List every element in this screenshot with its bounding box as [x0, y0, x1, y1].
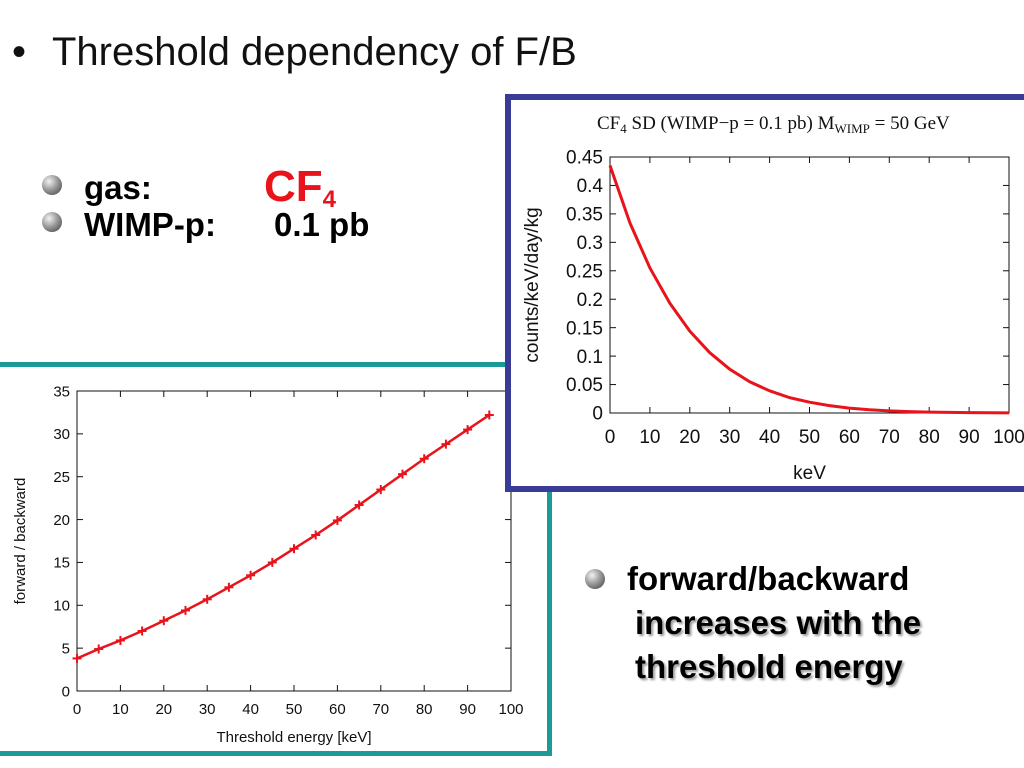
data-point [224, 582, 234, 592]
data-point [159, 616, 169, 626]
data-point [246, 570, 256, 580]
x-tick-label: 50 [286, 701, 303, 718]
x-tick-label: 0 [605, 427, 616, 448]
x-tick-label: 100 [993, 427, 1024, 448]
x-tick-label: 20 [155, 701, 172, 718]
y-axis-label: forward / backward [12, 478, 29, 605]
x-tick-label: 80 [919, 427, 940, 448]
y-tick-label: 0.45 [566, 148, 603, 169]
wimp-value: 0.1 pb [274, 206, 370, 243]
plot-frame [76, 390, 512, 692]
gas-label: gas: [84, 169, 152, 206]
data-point [267, 557, 277, 567]
y-tick-label: 0.3 [577, 233, 603, 254]
title-subscript: 4 [620, 121, 627, 136]
data-point [72, 653, 82, 663]
data-point [332, 515, 342, 525]
rate-chart-panel: 0 10 20 30 40 50 60 70 80 90 100 0 0.05 0.1 0.15 0.2 0.2… [505, 94, 1024, 492]
data-point [419, 454, 429, 464]
data-point [137, 626, 147, 636]
data-point [202, 594, 212, 604]
x-tick-label: 30 [199, 701, 216, 718]
x-tick-label: 70 [372, 701, 389, 718]
plot-frame [609, 156, 1010, 414]
y-tick-label: 0.35 [566, 205, 603, 226]
finding-note: forward/backward increases with the thre… [585, 557, 921, 689]
data-point [441, 439, 451, 449]
data-point [181, 605, 190, 615]
x-tick-label: 40 [759, 427, 780, 448]
data-point [398, 469, 407, 479]
data-point [94, 644, 104, 654]
gas-formula-base: CF [264, 162, 323, 211]
title-part: = 50 GeV [870, 113, 950, 134]
fb-chart-panel: 0 10 20 30 40 50 60 70 80 90 100 0 5 10 15 20 25 30 35 Thre… [0, 362, 552, 756]
x-tick-label: 90 [459, 701, 476, 718]
y-tick-label: 0 [592, 404, 603, 425]
x-tick-label: 70 [879, 427, 900, 448]
bullet-sphere-icon [42, 175, 62, 195]
y-tick-label: 0.1 [577, 347, 603, 368]
finding-line-1: forward/backward [585, 557, 921, 601]
x-tick-label: 60 [329, 701, 346, 718]
title-text: Threshold dependency of F/B [52, 30, 577, 74]
title-bullet: • [12, 30, 27, 74]
y-tick-label: 15 [53, 555, 70, 572]
y-tick-label: 35 [53, 383, 70, 400]
gas-formula: CF4 [264, 162, 336, 214]
y-tick-label: 10 [53, 598, 70, 615]
rate-vs-energy-chart: 0 10 20 30 40 50 60 70 80 90 100 0 0.05 0.1 0.15 0.2 0.2… [522, 113, 1024, 484]
y-tick-label: 0.05 [566, 375, 603, 396]
finding-line-2: increases with the [635, 604, 922, 641]
x-axis-label: keV [793, 463, 826, 484]
data-point [484, 410, 494, 420]
x-tick-label: 10 [639, 427, 660, 448]
x-tick-label: 20 [679, 427, 700, 448]
data-point [115, 635, 125, 645]
wimp-row: WIMP-p: 0.1 pb [42, 206, 369, 252]
y-tick-label: 30 [53, 426, 70, 443]
x-tick-label: 80 [416, 701, 433, 718]
x-tick-label: 40 [242, 701, 259, 718]
data-point [354, 500, 364, 510]
data-point [376, 485, 386, 495]
gas-formula-subscript: 4 [322, 186, 337, 213]
y-tick-label: 0 [62, 683, 70, 700]
y-tick-label: 0.25 [566, 261, 603, 282]
x-tick-label: 50 [799, 427, 820, 448]
series-line [76, 413, 490, 660]
series-line [608, 165, 1010, 415]
chart-title: CF4 SD (WIMP−p = 0.1 pb) MWIMP = 50 GeV [597, 113, 950, 136]
x-tick-label: 90 [959, 427, 980, 448]
slide-title: • Threshold dependency of F/B [12, 30, 577, 75]
y-tick-label: 0.4 [577, 176, 604, 197]
data-point [311, 530, 321, 540]
x-tick-label: 60 [839, 427, 860, 448]
y-tick-label: 5 [62, 640, 70, 657]
x-tick-label: 30 [719, 427, 740, 448]
data-point [289, 544, 299, 554]
y-tick-label: 25 [53, 469, 70, 486]
bullet-sphere-icon [585, 569, 605, 589]
gas-row: gas: CF4 [42, 160, 369, 213]
finding-line-3: threshold energy [635, 648, 903, 685]
y-axis-label: counts/keV/day/kg [522, 207, 543, 362]
x-tick-label: 0 [73, 701, 81, 718]
bullet-sphere-icon [42, 212, 62, 232]
y-tick-label: 0.2 [577, 290, 603, 311]
y-tick-label: 0.15 [566, 318, 603, 339]
wimp-label: WIMP-p: [84, 206, 216, 243]
data-point [463, 425, 473, 435]
y-tick-label: 20 [53, 512, 70, 529]
fb-vs-threshold-chart: 0 10 20 30 40 50 60 70 80 90 100 0 5 10 15 20 25 30 35 Thre… [12, 383, 524, 746]
title-part: CF [597, 113, 620, 134]
title-subscript: WIMP [835, 121, 870, 136]
x-axis-label: Threshold energy [keV] [216, 729, 371, 746]
title-part: SD (WIMP−p = 0.1 pb) M [627, 113, 835, 134]
x-tick-label: 100 [498, 701, 523, 718]
finding-line-1-text: forward/backward [627, 560, 910, 597]
x-tick-label: 10 [112, 701, 129, 718]
parameter-list: gas: CF4 WIMP-p: 0.1 pb [42, 160, 369, 252]
